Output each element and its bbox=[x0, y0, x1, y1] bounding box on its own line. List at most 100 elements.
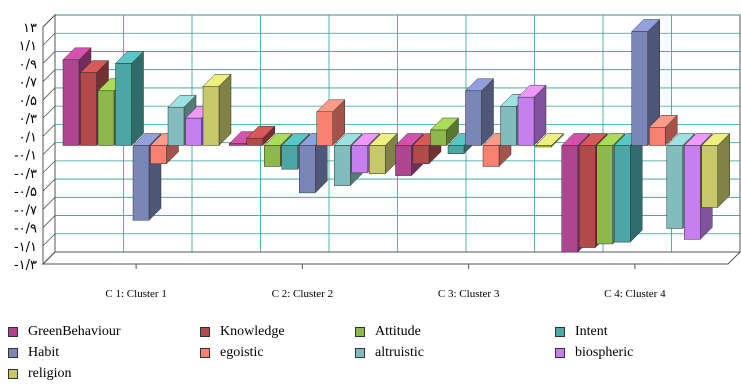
bar-side bbox=[131, 50, 144, 147]
bar bbox=[281, 145, 298, 170]
bar bbox=[229, 143, 246, 146]
plot-floor bbox=[41, 251, 741, 265]
gridline-side bbox=[42, 51, 56, 64]
gridline-side bbox=[42, 87, 56, 101]
gridline-side bbox=[42, 233, 56, 247]
x-tick-label: C 3: Cluster 3 bbox=[438, 288, 500, 300]
bar bbox=[430, 129, 447, 146]
bar bbox=[631, 31, 648, 146]
bar bbox=[684, 145, 701, 240]
bar bbox=[150, 145, 167, 164]
legend-label: altruistic bbox=[375, 345, 424, 360]
y-tick-label: -۰/۵ bbox=[14, 185, 37, 200]
gridline-side bbox=[42, 215, 56, 228]
bar-side bbox=[717, 132, 730, 209]
bar bbox=[316, 111, 333, 146]
y-tick-label: -۱/۳ bbox=[14, 258, 37, 273]
legend-item: religion bbox=[8, 366, 72, 382]
legend-label: GreenBehaviour bbox=[28, 324, 121, 339]
legend-item: Attitude bbox=[355, 324, 421, 340]
y-tick-label: -۰/۱ bbox=[14, 149, 37, 164]
legend-swatch bbox=[355, 348, 365, 358]
legend-swatch bbox=[200, 327, 210, 337]
legend-label: Intent bbox=[575, 324, 608, 339]
bar bbox=[561, 145, 578, 253]
bar bbox=[62, 59, 80, 146]
gridline-side bbox=[42, 160, 56, 174]
legend-label: Attitude bbox=[375, 324, 421, 339]
legend-item: Intent bbox=[555, 324, 608, 340]
legend-item: GreenBehaviour bbox=[8, 324, 121, 340]
gridline-side bbox=[42, 142, 56, 155]
bar-side bbox=[218, 73, 232, 147]
y-tick-label: -۱/۱ bbox=[14, 240, 37, 255]
bar-side bbox=[630, 132, 643, 243]
x-tick-label: C 1: Cluster 1 bbox=[105, 288, 166, 300]
y-tick-label: ۰/۳ bbox=[19, 112, 37, 127]
gridline-side bbox=[42, 178, 56, 192]
plot-side-wall bbox=[42, 13, 56, 266]
bar bbox=[334, 145, 351, 186]
legend-item: altruistic bbox=[355, 345, 424, 361]
legend-swatch bbox=[8, 348, 18, 358]
legend-label: egoistic bbox=[220, 345, 264, 360]
legend-swatch bbox=[200, 348, 210, 358]
bar bbox=[246, 137, 263, 146]
y-tick-label: ۰/۵ bbox=[19, 94, 37, 109]
x-tick-label: C 2: Cluster 2 bbox=[272, 288, 333, 300]
bar bbox=[701, 145, 718, 208]
gridline-side bbox=[42, 124, 56, 137]
bar bbox=[482, 145, 500, 167]
bar bbox=[517, 96, 535, 146]
legend-item: biospheric bbox=[555, 345, 633, 361]
legend-swatch bbox=[555, 327, 565, 337]
legend-item: egoistic bbox=[200, 345, 264, 361]
bar bbox=[80, 72, 97, 146]
bar bbox=[132, 145, 150, 221]
legend-item: Habit bbox=[8, 345, 59, 361]
bar bbox=[369, 145, 386, 175]
bar bbox=[596, 145, 613, 245]
bar bbox=[395, 145, 412, 176]
gridline-side bbox=[42, 105, 56, 119]
y-tick-label: -۰/۳ bbox=[14, 167, 37, 182]
bar bbox=[167, 106, 185, 146]
bar bbox=[264, 145, 281, 167]
y-tick-label: -۰/۷ bbox=[14, 203, 37, 218]
legend-label: biospheric bbox=[575, 345, 634, 360]
bar bbox=[649, 127, 666, 146]
y-tick-label: ۰/۹ bbox=[19, 57, 37, 72]
y-tick-label: ۰/۷ bbox=[19, 76, 37, 91]
bar bbox=[115, 63, 132, 146]
bar bbox=[299, 145, 316, 194]
gridline-side bbox=[42, 32, 56, 46]
bar bbox=[447, 145, 465, 154]
legend-label: Knowledge bbox=[220, 324, 285, 339]
bar bbox=[666, 145, 683, 229]
bar bbox=[97, 90, 115, 146]
bar bbox=[351, 145, 368, 174]
bar bbox=[185, 117, 202, 146]
bar bbox=[579, 145, 596, 248]
x-tick-label: C 4: Cluster 4 bbox=[604, 288, 666, 300]
legend-swatch bbox=[355, 327, 365, 337]
gridline-side bbox=[42, 69, 56, 82]
bar-chart: ۱۳ ۱/۱ ۰/۹ ۰/۷ ۰/۵ ۰/۳ ۰/۱ -۰/۱ -۰/۳ -۰/۵ -۰/۷ -۰/۹… bbox=[14, 13, 741, 300]
y-tick-label: -۰/۹ bbox=[14, 222, 37, 237]
y-tick-label: ۱/۱ bbox=[19, 39, 37, 54]
legend-label: religion bbox=[28, 366, 72, 381]
bar bbox=[614, 145, 631, 243]
bar bbox=[465, 90, 482, 146]
legend-swatch bbox=[8, 327, 18, 337]
legend-swatch bbox=[8, 369, 18, 379]
bar bbox=[202, 86, 220, 146]
y-tick-label: ۱۳ bbox=[23, 21, 37, 36]
bar bbox=[412, 145, 430, 164]
legend-item: Knowledge bbox=[200, 324, 285, 340]
bar bbox=[535, 145, 552, 148]
gridline-side bbox=[42, 197, 56, 210]
bar bbox=[500, 106, 517, 146]
y-tick-label: ۰/۱ bbox=[19, 130, 37, 145]
legend-label: Habit bbox=[28, 345, 60, 360]
legend-swatch bbox=[555, 348, 565, 358]
